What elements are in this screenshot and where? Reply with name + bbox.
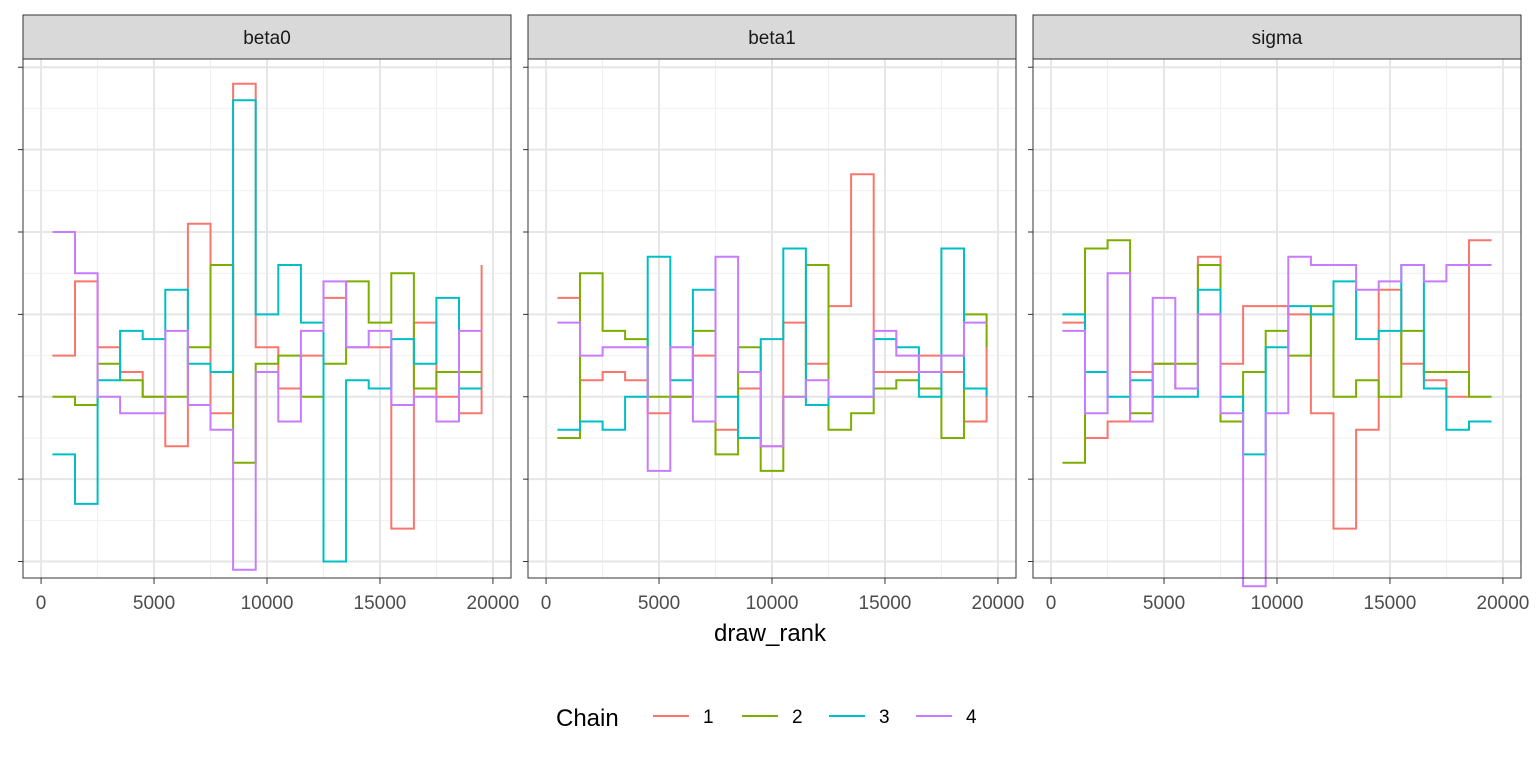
legend-label: 4 bbox=[966, 707, 977, 728]
series-line-chain-4 bbox=[52, 231, 482, 571]
x-tick-label: 10000 bbox=[241, 593, 294, 614]
legend-label: 1 bbox=[703, 707, 714, 728]
legend-item-chain-2: 2 bbox=[742, 707, 803, 728]
x-tick-label: 0 bbox=[541, 593, 552, 614]
x-axis-title: draw_rank bbox=[714, 620, 827, 647]
strip-label: sigma bbox=[1252, 28, 1303, 49]
facet-panels: beta0 beta1 sigma bbox=[18, 14, 1522, 588]
x-tick-label: 10000 bbox=[746, 593, 799, 614]
x-tick-label: 5000 bbox=[638, 593, 680, 614]
x-tick-label: 20000 bbox=[467, 593, 520, 614]
strip-label: beta0 bbox=[243, 28, 291, 49]
strip-label: beta1 bbox=[748, 28, 796, 49]
series-line-chain-3 bbox=[52, 99, 482, 563]
x-tick-label: 20000 bbox=[1477, 593, 1530, 614]
legend-label: 3 bbox=[879, 707, 890, 728]
series-line-chain-3 bbox=[557, 247, 988, 439]
facet-sigma: sigma bbox=[1028, 14, 1522, 588]
x-tick-label: 15000 bbox=[354, 593, 407, 614]
x-tick-label: 0 bbox=[1046, 593, 1057, 614]
x-tick-label: 5000 bbox=[133, 593, 175, 614]
legend-item-chain-3: 3 bbox=[829, 707, 890, 728]
x-axis: draw_rank 0 5000 10000 15000 20000 0 5000 10000… bbox=[36, 578, 1530, 647]
x-tick-label: 20000 bbox=[972, 593, 1025, 614]
legend-item-chain-1: 1 bbox=[653, 707, 714, 728]
x-tick-label: 15000 bbox=[859, 593, 912, 614]
legend-item-chain-4: 4 bbox=[916, 707, 977, 728]
x-tick-label: 0 bbox=[36, 593, 47, 614]
x-tick-label: 15000 bbox=[1364, 593, 1417, 614]
x-tick-label: 10000 bbox=[1251, 593, 1304, 614]
strip-background bbox=[22, 14, 512, 60]
series-line-chain-4 bbox=[1062, 255, 1492, 588]
series-line-chain-4 bbox=[557, 255, 987, 472]
facet-beta1: beta1 bbox=[523, 14, 1017, 579]
legend-label: 2 bbox=[792, 707, 803, 728]
gridlines bbox=[1033, 59, 1521, 578]
x-tick-label: 5000 bbox=[1143, 593, 1185, 614]
legend: Chain 1 2 3 4 bbox=[556, 705, 977, 732]
facet-beta0: beta0 bbox=[18, 14, 512, 579]
legend-title: Chain bbox=[556, 705, 619, 732]
